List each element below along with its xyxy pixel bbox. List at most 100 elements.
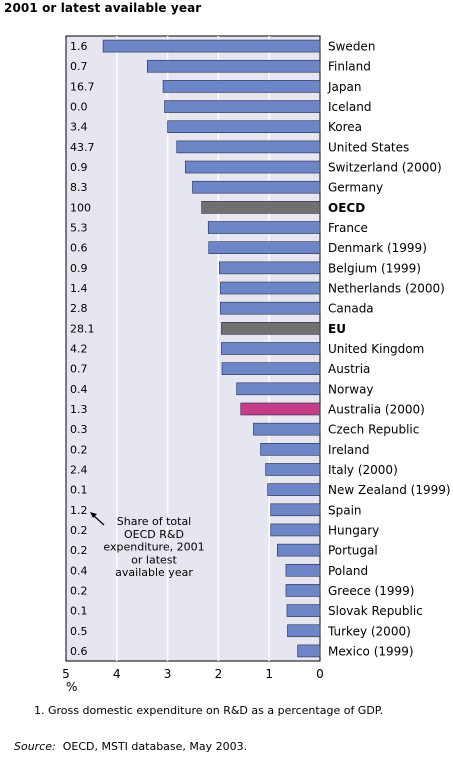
bar <box>146 59 321 73</box>
bar <box>167 120 321 134</box>
bar <box>270 503 321 517</box>
share-label: 1.4 <box>70 282 88 295</box>
share-label: 0.2 <box>70 544 88 557</box>
share-label: 0.2 <box>70 584 88 597</box>
category-label: United Kingdom <box>328 342 424 356</box>
bar <box>240 402 321 416</box>
share-label: 8.3 <box>70 181 88 194</box>
x-axis-label: % <box>66 680 77 694</box>
category-label: Slovak Republic <box>328 604 423 618</box>
category-label: Ireland <box>328 443 370 457</box>
category-label: United States <box>328 140 409 154</box>
x-tick-label: 0 <box>316 667 324 681</box>
share-label: 0.2 <box>70 524 88 537</box>
share-label: 3.4 <box>70 121 88 134</box>
bars <box>102 39 321 658</box>
bar <box>286 604 321 617</box>
share-label: 0.1 <box>70 605 88 618</box>
bar <box>285 563 321 577</box>
category-label: Belgium (1999) <box>328 261 421 275</box>
share-labels: 1.6 0.7 16.7 0.0 3.4 43.7 0.9 8.3 100 5.3 0.6 0.9 1.… <box>70 40 95 658</box>
x-tick-label: 1 <box>265 667 273 681</box>
bar <box>176 140 321 154</box>
category-label: Norway <box>328 382 374 396</box>
source-note: Source: OECD, MSTI database, May 2003. <box>14 740 247 753</box>
category-label: Poland <box>328 564 368 578</box>
category-label: New Zealand (1999) <box>328 483 451 497</box>
share-label: 16.7 <box>70 80 95 93</box>
share-label: 4.2 <box>70 343 88 356</box>
share-label: 2.4 <box>70 463 88 476</box>
share-label: 0.5 <box>70 625 88 638</box>
category-label: EU <box>328 322 346 336</box>
annotation-line: Share of total <box>117 515 192 528</box>
category-label: OECD <box>328 201 365 215</box>
bar <box>285 584 321 597</box>
category-label: Mexico (1999) <box>328 644 414 658</box>
share-label: 0.7 <box>70 60 88 73</box>
category-label: Spain <box>328 503 362 517</box>
share-label: 1.3 <box>70 403 88 416</box>
category-labels: Sweden Finland Japan Iceland Korea United Sta… <box>327 40 451 659</box>
x-tick-labels: 5 4 3 2 1 0 <box>62 667 324 681</box>
source-text: OECD, MSTI database, May 2003. <box>62 740 248 753</box>
category-label: Greece (1999) <box>328 584 414 598</box>
arrowhead-icon <box>90 512 97 518</box>
share-label: 0.3 <box>70 423 88 436</box>
x-tick-label: 2 <box>215 667 223 681</box>
bar <box>162 80 321 93</box>
share-label: 43.7 <box>70 141 95 154</box>
share-label: 0.0 <box>70 101 88 114</box>
share-label: 0.4 <box>70 564 88 577</box>
share-label: 0.6 <box>70 645 88 658</box>
bar <box>201 201 321 214</box>
category-label: Netherlands (2000) <box>328 282 445 296</box>
bar <box>102 39 321 53</box>
bar <box>221 322 321 335</box>
bar <box>270 523 321 537</box>
bar <box>164 100 321 113</box>
share-label: 0.2 <box>70 443 88 456</box>
category-label: Italy (2000) <box>328 463 398 477</box>
footnote: 1. Gross domestic expenditure on R&D as … <box>34 704 384 717</box>
share-label: 0.9 <box>70 262 88 275</box>
bar <box>277 543 321 557</box>
bar <box>221 362 321 375</box>
share-label: 100 <box>70 201 91 214</box>
annotation-line: or latest <box>131 553 177 566</box>
arrow-icon <box>92 514 105 526</box>
category-label: Japan <box>327 80 361 94</box>
bar <box>208 241 321 254</box>
annotation-line: OECD R&D <box>124 528 184 541</box>
category-label: Sweden <box>328 40 375 54</box>
category-label: Canada <box>328 302 374 316</box>
category-label: Portugal <box>328 544 378 558</box>
category-label: Hungary <box>328 523 379 537</box>
bar <box>207 221 321 234</box>
bar <box>236 382 321 396</box>
category-label: Switzerland (2000) <box>328 161 442 175</box>
x-tick-label: 5 <box>62 667 70 681</box>
bar <box>267 483 321 496</box>
category-label: Finland <box>328 60 371 74</box>
category-label: France <box>328 221 368 235</box>
category-label: Denmark (1999) <box>328 241 427 255</box>
bar <box>253 422 321 436</box>
bar <box>221 342 321 355</box>
bar <box>219 261 321 275</box>
source-label: Source: <box>14 740 56 753</box>
share-label: 5.3 <box>70 222 88 235</box>
share-label: 0.9 <box>70 161 88 174</box>
share-label: 0.7 <box>70 363 88 376</box>
category-label: Australia (2000) <box>328 402 425 416</box>
x-tick-label: 3 <box>164 667 172 681</box>
share-label: 28.1 <box>70 322 95 335</box>
category-label: Iceland <box>328 100 371 114</box>
category-label: Korea <box>328 120 362 134</box>
share-label: 0.1 <box>70 484 88 497</box>
share-label: 0.6 <box>70 242 88 255</box>
bar-chart: 1.6 0.7 16.7 0.0 3.4 43.7 0.9 8.3 100 5.3 0.6 0.9 1.… <box>62 35 451 694</box>
share-label: 1.2 <box>70 504 88 517</box>
annotation-line: expenditure, 2001 <box>103 541 204 554</box>
